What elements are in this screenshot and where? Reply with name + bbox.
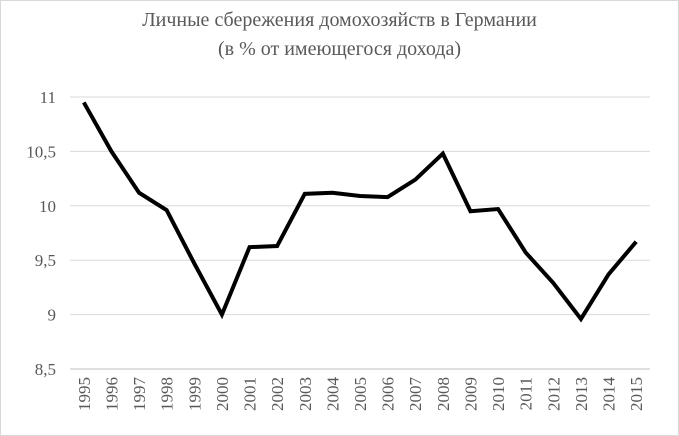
- x-tick-label: 2014: [600, 377, 619, 412]
- x-tick-label: 2008: [434, 377, 453, 411]
- y-tick-label: 11: [40, 88, 56, 107]
- x-tick-label: 2007: [406, 377, 425, 412]
- x-tick-label: 1999: [185, 377, 204, 411]
- x-tick-label: 2002: [268, 377, 287, 411]
- x-tick-label: 2006: [379, 377, 398, 411]
- x-tick-label: 2004: [323, 377, 342, 412]
- x-tick-label: 2003: [296, 377, 315, 411]
- y-tick-label: 9,5: [35, 251, 56, 270]
- y-tick-label: 9: [48, 306, 57, 325]
- y-tick-label: 10,5: [26, 142, 56, 161]
- x-tick-label: 2010: [489, 377, 508, 411]
- x-tick-label: 1995: [75, 377, 94, 411]
- x-tick-label: 1996: [102, 377, 121, 411]
- chart-subtitle: (в % от имеющегося дохода): [217, 38, 462, 60]
- x-tick-label: 2001: [241, 377, 260, 411]
- x-tick-label: 2013: [572, 377, 591, 411]
- x-tick-label: 2015: [627, 377, 646, 411]
- x-tick-label: 2009: [461, 377, 480, 411]
- chart-title: Личные сбережения домохозяйств в Германи…: [142, 9, 537, 31]
- x-tick-label: 2000: [213, 377, 232, 411]
- y-tick-label: 10: [39, 197, 56, 216]
- x-tick-label: 2012: [544, 377, 563, 411]
- series-line: [82, 101, 638, 323]
- x-tick-label: 1998: [158, 377, 177, 411]
- x-tick-label: 2005: [351, 377, 370, 411]
- y-tick-label: 8,5: [35, 360, 56, 379]
- x-tick-label: 2011: [517, 377, 536, 410]
- x-tick-label: 1997: [130, 377, 149, 412]
